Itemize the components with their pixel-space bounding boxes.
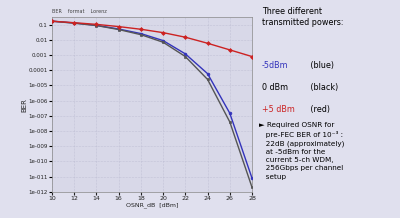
Text: Three different
transmitted powers:: Three different transmitted powers: [262,7,343,27]
Text: +5 dBm: +5 dBm [262,105,295,114]
Text: -5dBm: -5dBm [262,61,288,70]
Text: ► Required OSNR for
   pre-FEC BER of 10⁻³ :
   22dB (approximately)
   at -5dBm: ► Required OSNR for pre-FEC BER of 10⁻³ … [259,122,344,180]
Text: (black): (black) [308,83,338,92]
Text: BER    format    Lorenz: BER format Lorenz [52,9,107,14]
Text: (red): (red) [308,105,330,114]
Text: (blue): (blue) [308,61,334,70]
X-axis label: OSNR_dB  [dBm]: OSNR_dB [dBm] [126,202,178,208]
Text: 0 dBm: 0 dBm [262,83,288,92]
Y-axis label: BER: BER [21,98,27,112]
